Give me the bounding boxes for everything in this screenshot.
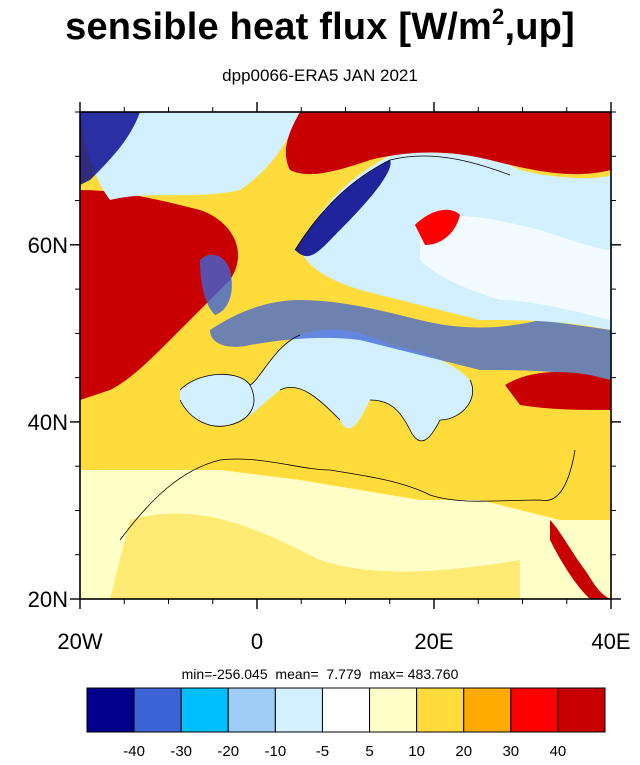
colorbar-label: -5 xyxy=(316,743,329,760)
colorbar-swatch xyxy=(510,687,559,733)
x-tick-label: 20E xyxy=(414,629,453,654)
y-tick-label: 60N xyxy=(28,233,68,258)
x-tick-label: 20W xyxy=(57,629,102,654)
colorbar-swatch xyxy=(274,687,323,733)
colorbar-label: 5 xyxy=(365,743,373,760)
x-tick-label: 40E xyxy=(591,629,630,654)
stats-line: min=-256.045 mean= 7.779 max= 483.760 xyxy=(181,666,459,682)
x-axis: 20W 0 20E 40E xyxy=(57,102,631,654)
colorbar-label: -20 xyxy=(217,743,239,760)
y-tick-label: 40N xyxy=(28,410,68,435)
x-tick-label: 0 xyxy=(251,629,263,654)
colorbar-label: 20 xyxy=(455,743,472,760)
colorbar-swatch xyxy=(416,687,465,733)
colorbar-label: 40 xyxy=(550,743,567,760)
colorbar-swatch xyxy=(369,687,418,733)
colorbar-swatch xyxy=(133,687,182,733)
colorbar-swatch xyxy=(321,687,371,733)
colorbar-swatch xyxy=(86,687,135,733)
colorbar-swatch xyxy=(557,687,606,733)
colorbar-label: 10 xyxy=(408,743,425,760)
chart-subtitle: dpp0066-ERA5 JAN 2021 xyxy=(222,66,418,85)
colorbar-swatch xyxy=(180,687,229,733)
colorbar-label: -10 xyxy=(265,743,287,760)
colorbar-label: 30 xyxy=(502,743,519,760)
y-tick-label: 20N xyxy=(28,587,68,612)
colorbar-label: -40 xyxy=(123,743,145,760)
colorbar-swatch xyxy=(227,687,276,733)
colorbar-label: -30 xyxy=(170,743,192,760)
y-axis: 20N 40N 60N xyxy=(28,111,621,612)
chart-title: sensible heat flux [W/m2,up] xyxy=(65,4,575,48)
colorbar-swatch xyxy=(463,687,512,733)
map-field xyxy=(80,112,611,599)
colorbar: -40 -30 -20 -10 -5 5 10 20 30 40 xyxy=(86,687,606,760)
